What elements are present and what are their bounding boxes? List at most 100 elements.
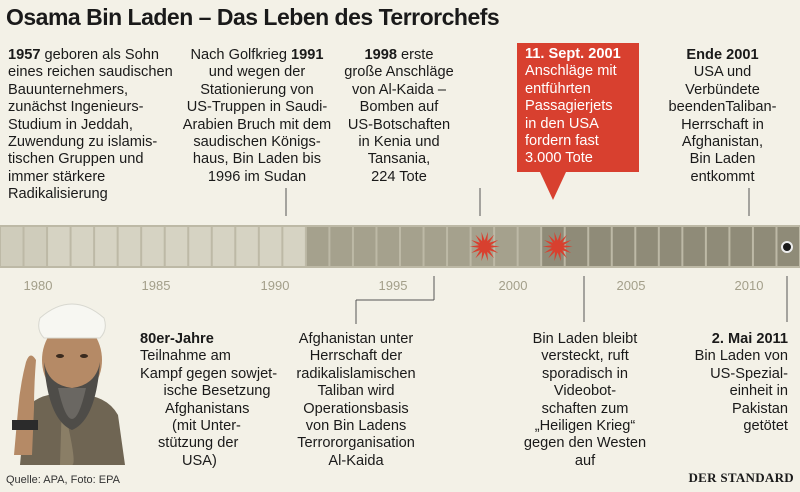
- event-line: Herrschaft der: [309, 348, 403, 365]
- year-cell: [612, 227, 635, 266]
- event-line: Nach Golfkrieg 1991: [190, 47, 324, 63]
- event-line: Verbündete: [685, 81, 760, 98]
- event-line: 3.000 Tote: [525, 150, 593, 167]
- event-line: von Bin Ladens: [305, 418, 407, 435]
- year-cell: [71, 227, 94, 266]
- year-cell: [565, 227, 588, 266]
- event-line: 1957 geboren als Sohn: [8, 47, 159, 63]
- event-line: beendenTaliban-: [668, 99, 777, 116]
- event-line: Bin Laden: [689, 151, 756, 168]
- event-line: Bauunternehmers,: [8, 81, 129, 98]
- event-line: versteckt, ruft: [541, 348, 629, 365]
- year-cell: [589, 227, 611, 266]
- year-cell: [659, 227, 682, 266]
- event-line: 1998 erste: [364, 47, 434, 63]
- event-line: von Al-Kaida –: [351, 81, 447, 98]
- year-cell: [283, 227, 305, 266]
- year-cell: [377, 227, 399, 266]
- event-line: Kampf gegen sowjet-: [140, 365, 278, 382]
- connector-lines: [285, 188, 788, 324]
- event-line: Radikalisierung: [8, 186, 108, 203]
- page-title: Osama Bin Laden – Das Leben des Terrorch…: [6, 4, 500, 30]
- event-line: Arabien Bruch mit dem: [182, 116, 332, 133]
- event-line: (mit Unter-: [172, 418, 241, 435]
- event-year: Ende 2001: [686, 47, 759, 63]
- event-line: 1996 im Sudan: [207, 168, 307, 185]
- year-cell: [1, 227, 23, 266]
- event-line: Al-Kaida: [328, 452, 384, 469]
- event-line: USA): [182, 452, 217, 469]
- event-line: Zuwendung zu islamis-: [8, 134, 158, 151]
- event-line: Bin Laden bleibt: [532, 331, 638, 347]
- event-line: getötet: [743, 418, 788, 435]
- event-line: haus, Bin Laden bis: [192, 151, 322, 168]
- year-cell: [118, 227, 141, 266]
- year-cell: [165, 227, 188, 266]
- event-line: Taliban wird: [317, 383, 395, 400]
- event-line: Bomben auf: [359, 99, 439, 116]
- event-1996: Afghanistan unter Herrschaft der radikal…: [286, 331, 426, 470]
- year-cell: [212, 227, 235, 266]
- event-line: „Heiligen Krieg“: [534, 418, 636, 435]
- event-line: immer stärkere: [8, 168, 106, 185]
- year-cell: [306, 227, 329, 266]
- year-cell: [259, 227, 282, 266]
- year-cell: [753, 227, 776, 266]
- axis-label-1980: 1980: [23, 278, 53, 293]
- year-cell: [189, 227, 211, 266]
- end-marker-icon: [781, 241, 793, 253]
- event-line: Videobot-: [553, 383, 617, 400]
- event-80s: 80er-Jahre Teilnahme am Kampf gegen sowj…: [140, 331, 280, 470]
- event-line: schaften zum: [541, 400, 629, 417]
- year-cell: [236, 227, 258, 266]
- event-line: US-Truppen in Saudi-: [186, 99, 328, 116]
- year-cell: [518, 227, 541, 266]
- event-line: Afghanistan unter: [298, 331, 414, 347]
- event-line: entkommt: [690, 168, 755, 185]
- event-line: gegen den Westen: [523, 435, 647, 452]
- event-line: US-Spezial-: [710, 365, 788, 382]
- year-cell: [330, 227, 352, 266]
- event-line: Herrschaft in: [681, 116, 764, 133]
- event-line: zunächst Ingenieurs-: [8, 99, 144, 116]
- event-year: 11. Sept. 2001: [525, 46, 621, 62]
- portrait-photo: [0, 290, 140, 465]
- event-1998: 1998 erste große Anschläge von Al-Kaida …: [334, 47, 464, 186]
- event-year: 1957: [8, 47, 41, 63]
- event-line: 224 Tote: [371, 168, 427, 185]
- year-cell: [706, 227, 729, 266]
- year-cell: [683, 227, 705, 266]
- year-cell: [142, 227, 164, 266]
- axis-label-1990: 1990: [260, 278, 290, 293]
- source-credit: Quelle: APA, Foto: EPA: [6, 474, 120, 486]
- event-line: Terrororganisation: [297, 435, 415, 452]
- event-line: Passagierjets: [525, 98, 613, 115]
- event-line: Afghanistan,: [681, 134, 764, 151]
- event-line: Studium in Jeddah,: [8, 116, 133, 133]
- axis-label-1985: 1985: [141, 278, 171, 293]
- explosion-burst-icon: [542, 231, 573, 262]
- event-line: USA und: [693, 64, 752, 81]
- event-line: sporadisch in: [542, 365, 628, 382]
- event-line: Teilnahme am: [140, 348, 231, 365]
- event-line: auf: [574, 452, 596, 469]
- event-line: eines reichen saudischen: [8, 64, 173, 81]
- event-year: 80er-Jahre: [140, 331, 214, 347]
- event-line: entführten: [525, 80, 591, 97]
- event-line: einheit in: [729, 383, 788, 400]
- event-line: saudischen Königs-: [193, 134, 321, 151]
- event-2003: Bin Laden bleibt versteckt, ruft sporadi…: [515, 331, 655, 470]
- year-cell: [424, 227, 447, 266]
- axis-label-1995: 1995: [378, 278, 408, 293]
- event-line: stützung der: [158, 435, 239, 452]
- event-line: Afghanistans: [165, 400, 250, 417]
- event-2001-september: 11. Sept. 2001 Anschläge mit entführten …: [517, 43, 639, 172]
- event-1991: Nach Golfkrieg 1991 und wegen der Statio…: [182, 47, 332, 186]
- axis-label-2000: 2000: [498, 278, 528, 293]
- event-line: Operationsbasis: [303, 400, 409, 417]
- event-1957: 1957 geboren als Sohn eines reichen saud…: [8, 47, 193, 204]
- event-line: große Anschläge: [344, 64, 454, 81]
- event-line: Anschläge mit: [525, 63, 617, 80]
- year-cell: [95, 227, 117, 266]
